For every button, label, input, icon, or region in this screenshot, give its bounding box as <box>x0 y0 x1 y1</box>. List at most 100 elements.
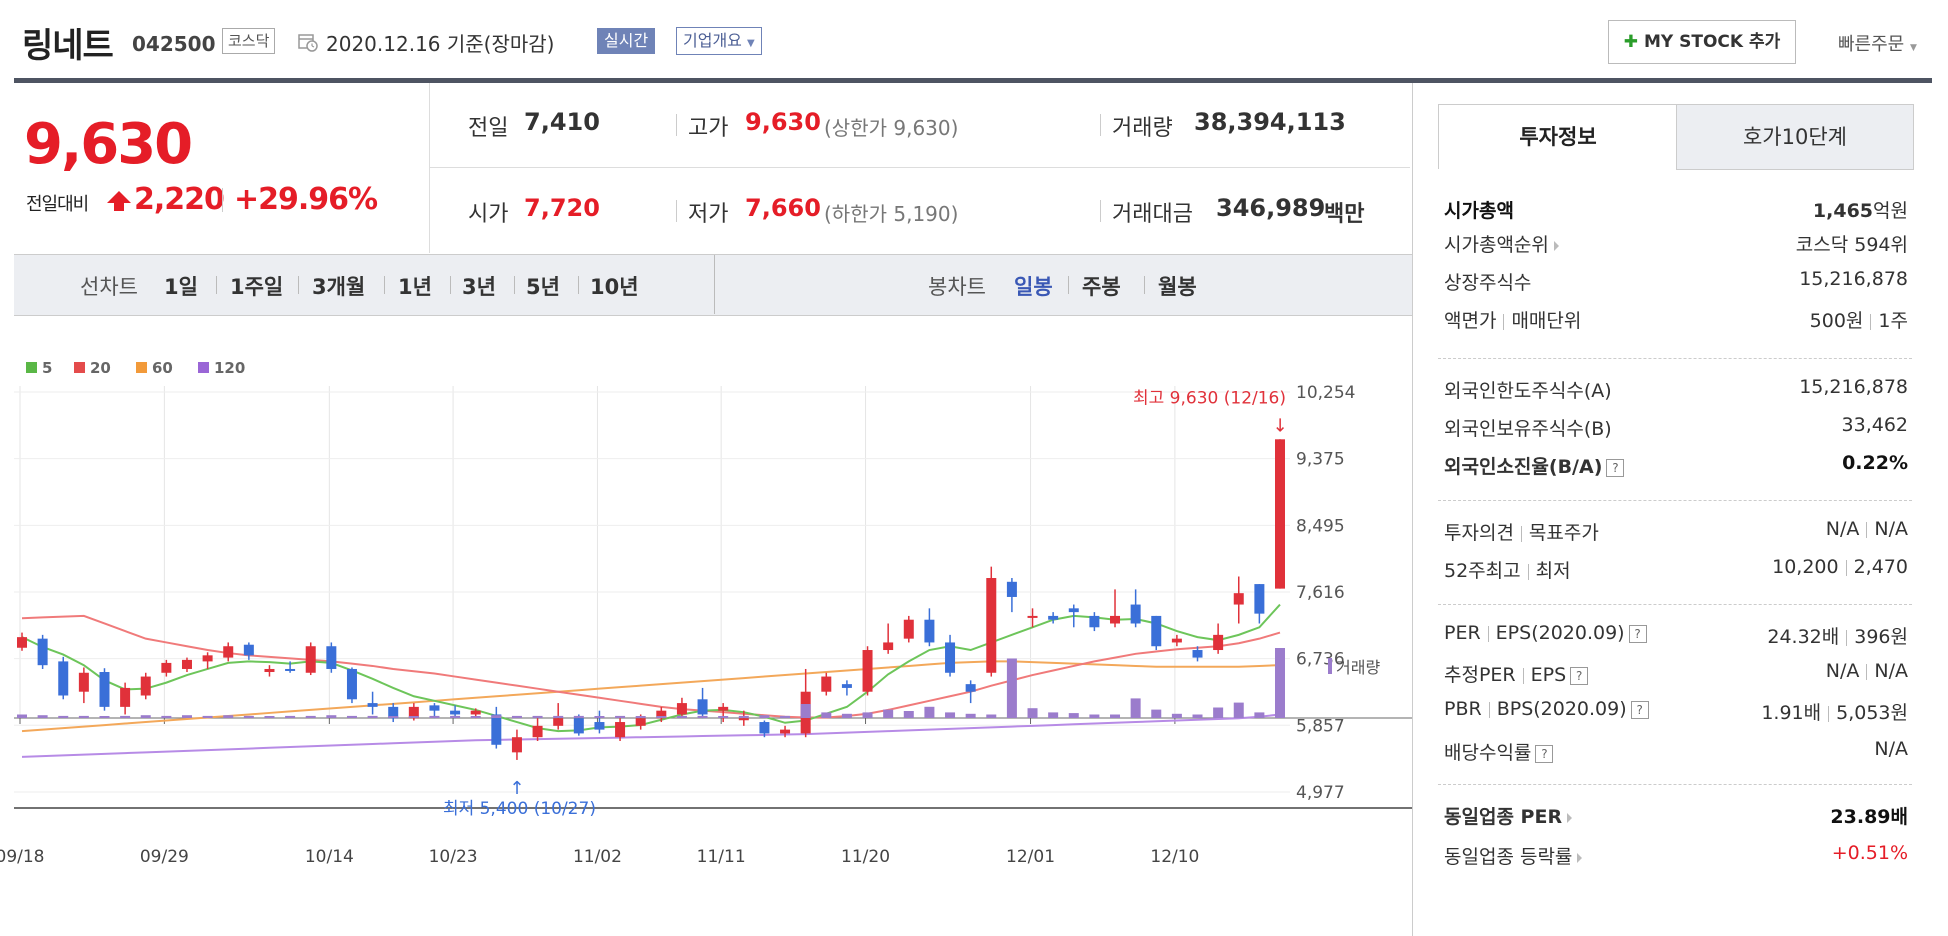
candle-body <box>965 684 976 692</box>
x-tick-label: 12/10 <box>1150 847 1199 867</box>
candle-body <box>1171 638 1182 643</box>
period-1d-tab[interactable]: 1일 <box>164 275 198 299</box>
divider <box>1144 276 1145 294</box>
candle-body <box>326 646 337 669</box>
low-annotation: 최저 5,400 (10/27) <box>443 799 596 819</box>
volume-bar <box>408 716 419 718</box>
prev-close-label: 전일 <box>468 116 509 141</box>
period-1w-tab[interactable]: 1주일 <box>230 275 284 299</box>
period-3m-tab[interactable]: 3개월 <box>312 275 366 299</box>
high-annotation: 최고 9,630 (12/16) <box>1133 388 1286 408</box>
y-tick-label: 9,375 <box>1296 450 1345 470</box>
candle-body <box>841 684 852 688</box>
period-1y-tab[interactable]: 1년 <box>398 275 432 299</box>
low-value: 7,660 <box>745 194 821 222</box>
candle-body <box>223 646 234 658</box>
candle-body <box>99 672 110 707</box>
trade-value-unit: 백만 <box>1324 202 1365 227</box>
sector-change-row[interactable]: 동일업종 등락률 +0.51% <box>1444 842 1908 872</box>
company-overview-dropdown[interactable]: 기업개요 ▼ <box>676 27 762 55</box>
candle-weekly-tab[interactable]: 주봉 <box>1082 275 1121 299</box>
high-value: 9,630 <box>745 108 821 136</box>
candle-body <box>450 710 461 715</box>
volume-bar <box>37 715 48 718</box>
help-icon[interactable]: ? <box>1606 458 1625 477</box>
face-value-label: 액면가 <box>1444 310 1497 332</box>
candle-body <box>924 619 935 643</box>
tab-order-book[interactable]: 호가10단계 <box>1676 104 1914 170</box>
period-10y-tab[interactable]: 10년 <box>590 275 639 299</box>
arrow-right-icon <box>1567 812 1573 823</box>
help-icon[interactable]: ? <box>1535 744 1554 763</box>
help-icon[interactable]: ? <box>1630 700 1649 719</box>
prev-close-value: 7,410 <box>524 108 600 136</box>
help-icon[interactable]: ? <box>1628 624 1647 643</box>
divider <box>450 276 451 294</box>
foreign-limit-value: 15,216,878 <box>1799 376 1908 398</box>
foreign-ratio-value: 0.22% <box>1842 452 1908 474</box>
legend-swatch <box>74 362 85 373</box>
current-price: 9,630 <box>24 112 193 177</box>
volume-bar <box>491 715 502 718</box>
foreign-ratio-row: 외국인소진율(B/A)? 0.22% <box>1444 452 1908 482</box>
divider <box>1438 500 1912 501</box>
candle-body <box>17 637 27 648</box>
candle-body <box>635 718 646 726</box>
volume-bar <box>120 715 131 718</box>
period-5y-tab[interactable]: 5년 <box>526 275 560 299</box>
candle-body <box>388 706 399 719</box>
candle-body <box>883 642 894 651</box>
help-icon[interactable]: ? <box>1570 666 1589 685</box>
candle-daily-tab[interactable]: 일봉 <box>1014 275 1053 299</box>
volume-bar <box>202 715 213 718</box>
volume-bar <box>1048 712 1059 718</box>
candle-body <box>429 705 440 711</box>
bps-label: BPS(2020.09) <box>1496 698 1627 720</box>
period-bar <box>14 254 1412 316</box>
candle-body <box>161 662 172 673</box>
volume-bar <box>1130 698 1141 718</box>
plus-icon: ✚ <box>1623 32 1638 52</box>
pbr-label: PBR <box>1444 698 1482 720</box>
tab-invest-info[interactable]: 투자정보 <box>1438 104 1678 169</box>
candle-body <box>1006 581 1017 597</box>
x-tick-label: 11/20 <box>841 847 890 867</box>
per-value: 24.32배 <box>1767 626 1840 648</box>
volume-bar <box>1006 658 1017 718</box>
face-value-row: 액면가 매매단위 500원 1주 <box>1444 306 1908 336</box>
realtime-button[interactable]: 실시간 <box>597 28 656 54</box>
market-cap-label: 시가총액 <box>1444 200 1514 222</box>
volume-bar <box>346 715 357 718</box>
volume-bar <box>161 715 172 718</box>
x-tick-label: 12/01 <box>1006 847 1055 867</box>
volume-label: 거래량 <box>1112 116 1173 141</box>
trade-value: 346,989 <box>1216 194 1326 222</box>
volume-bar <box>1275 648 1285 718</box>
y-tick-label: 5,857 <box>1296 716 1345 736</box>
divider <box>676 200 677 222</box>
sector-per-row[interactable]: 동일업종 PER 23.89배 <box>1444 802 1908 832</box>
divider <box>1100 200 1101 222</box>
add-mystock-button[interactable]: ✚ MY STOCK 추가 <box>1608 20 1796 64</box>
arrow-right-icon <box>1553 240 1559 251</box>
volume-bar <box>800 704 811 718</box>
change-percent: +29.96% <box>234 182 378 217</box>
volume-bar <box>656 716 667 718</box>
foreign-hold-label: 외국인보유주식수(B) <box>1444 418 1612 440</box>
change-label: 전일대비 <box>26 194 89 215</box>
candle-monthly-tab[interactable]: 월봉 <box>1158 275 1197 299</box>
volume-bar <box>903 711 914 718</box>
volume-bar <box>780 715 791 718</box>
market-cap-rank-value: 코스닥 594위 <box>1795 234 1908 256</box>
market-cap-rank-row[interactable]: 시가총액순위 코스닥 594위 <box>1444 230 1908 260</box>
x-tick-label: 11/02 <box>573 847 622 867</box>
sector-per-value: 23.89배 <box>1830 806 1908 828</box>
candle-body <box>1048 615 1059 620</box>
volume-bar <box>1110 714 1121 718</box>
foreign-hold-row: 외국인보유주식수(B) 33,462 <box>1444 414 1908 444</box>
candle-body <box>1254 584 1265 614</box>
volume-bar <box>1254 712 1265 718</box>
period-3y-tab[interactable]: 3년 <box>462 275 496 299</box>
change-amount: 2,220 <box>134 182 225 217</box>
quick-order-dropdown[interactable]: 빠른주문 ▼ <box>1838 30 1917 56</box>
